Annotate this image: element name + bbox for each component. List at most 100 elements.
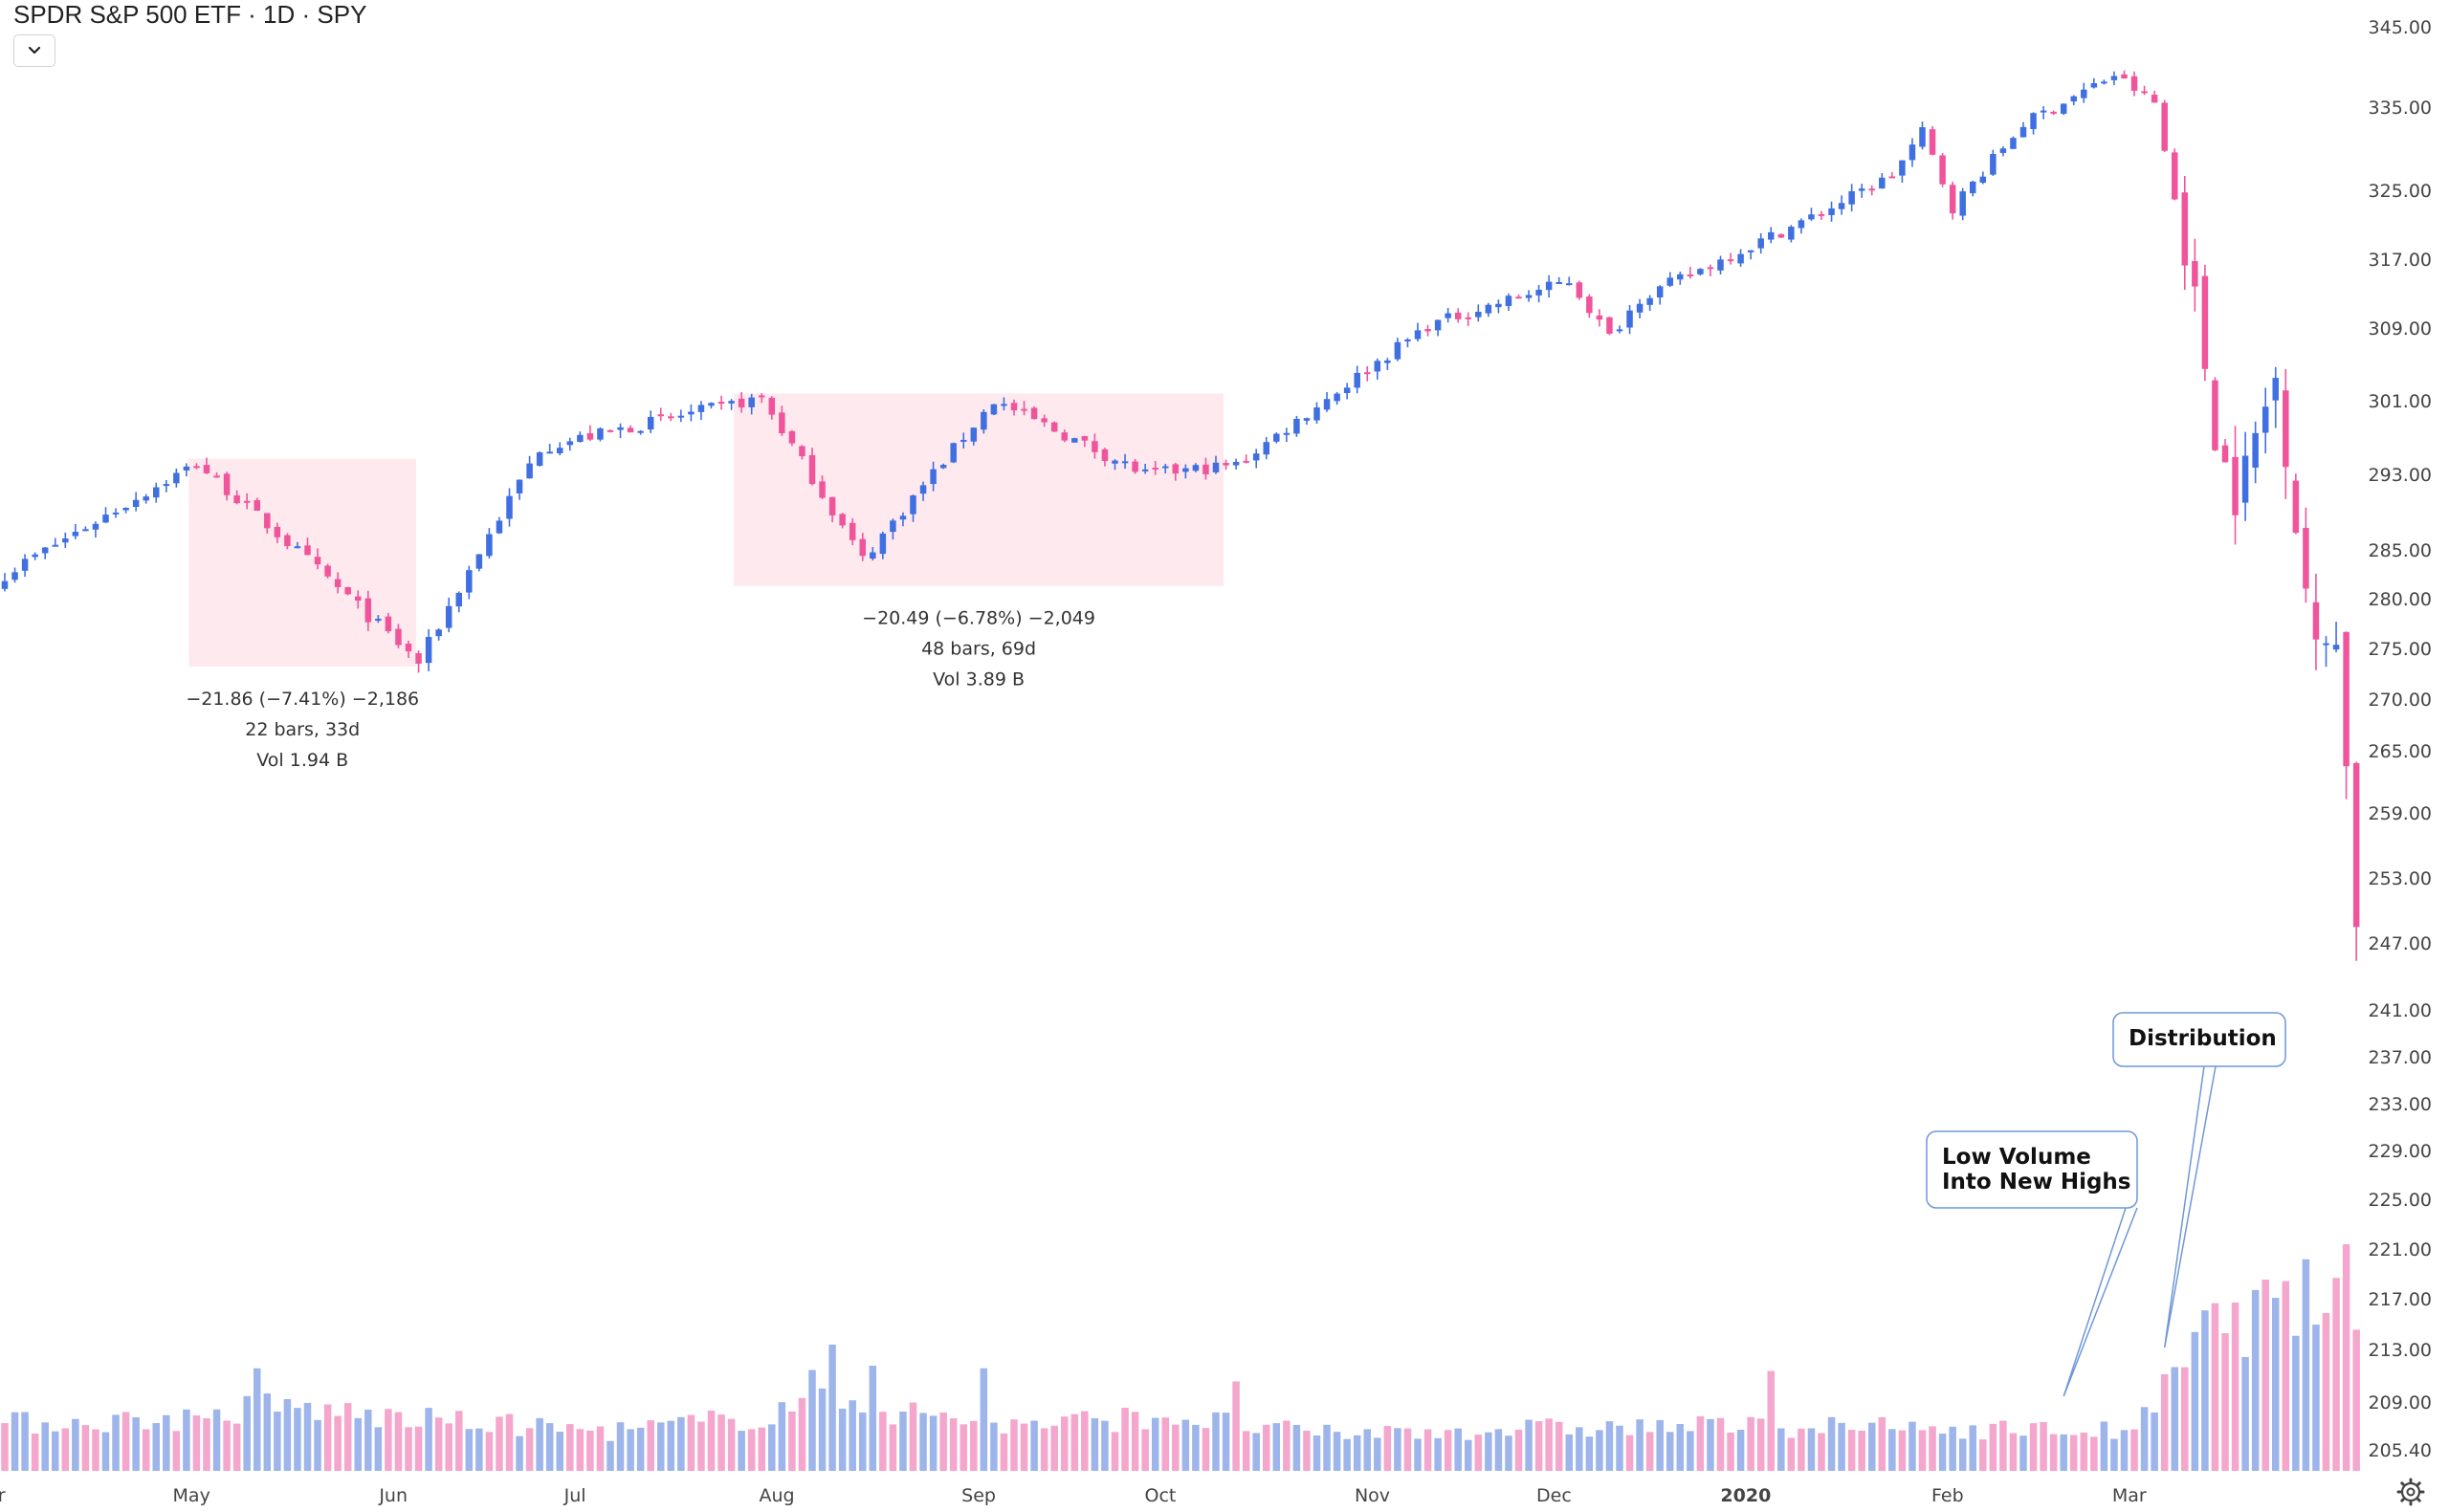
candle [1919,121,1926,150]
volume-bar [11,1412,19,1471]
candle [1192,463,1200,472]
volume-bar [1747,1416,1754,1471]
annotation-pointer [2163,1065,2217,1348]
volume-bar [2241,1356,2249,1471]
candle-body [1768,231,1775,240]
candle [2283,368,2289,499]
volume-bar [1555,1421,1563,1471]
price-tick-label: 213.00 [2369,1340,2432,1361]
candle [1030,405,1038,420]
candle-body [849,522,856,540]
volume-bar [374,1427,383,1471]
candle-body [223,473,231,495]
candle-body [1656,286,1664,298]
candle-body [82,529,89,532]
candle-body [173,472,180,484]
volume-bar [1363,1429,1371,1471]
volume-bar [1141,1429,1149,1471]
candle-body [939,465,947,469]
candle-body [1343,387,1351,394]
candle [62,532,69,548]
volume-bar [1767,1370,1775,1471]
candle [637,429,644,435]
volume-bar [1101,1420,1109,1471]
volume-bar [1252,1433,1260,1471]
candle-body [1243,460,1249,463]
candle [183,463,190,477]
candle [1414,322,1422,342]
candle-body [808,454,816,485]
candle-body [1697,269,1704,274]
volume-bar [1636,1419,1644,1471]
volume-bar [314,1419,321,1471]
candle-body [828,496,836,515]
volume-bar [2181,1367,2189,1471]
candle-body [1596,315,1603,320]
candle-body [466,570,473,593]
measure-label: 48 bars, 69d [921,639,1036,660]
candle [2050,110,2057,116]
candle-body [1232,461,1240,466]
candle-body [143,496,149,501]
candle [1424,324,1431,337]
candle-body [768,397,776,415]
candle-body [2303,527,2309,589]
candle [405,640,412,659]
candle [1606,317,1613,336]
settings-button[interactable] [2390,1476,2432,1508]
volume-bar [1807,1428,1816,1471]
volume-bar [1707,1418,1714,1471]
candle-body [1192,465,1200,471]
candle [1112,459,1118,471]
candle-body [122,507,129,511]
candle [1868,185,1875,196]
candle [930,461,937,492]
candle [1677,272,1684,285]
time-axis[interactable]: Apr May Jun Jul Aug Sep Oct Nov Dec 2020 Feb Mar [0,1485,2147,1506]
candle-body [950,443,957,463]
candle-body [2312,602,2320,640]
volume-bar [274,1412,281,1471]
candle-body [1959,191,1966,216]
candle-body [475,554,483,569]
price-axis[interactable]: 345.00 335.00 325.00 317.00 309.00 301.00 293.… [2363,0,2449,1512]
volume-bar [1565,1434,1573,1471]
candle-body [455,592,462,607]
candle [1243,454,1249,464]
collapse-legend-button[interactable] [13,34,55,67]
price-tick-label: 285.00 [2369,540,2432,561]
candle-body [1515,296,1522,299]
candle [1283,427,1291,443]
volume-bar [2060,1434,2067,1471]
volume-bar [1534,1421,1543,1471]
candle-body [1172,464,1180,474]
candle [173,469,180,488]
candle-body [697,405,705,412]
candle-body [970,427,978,442]
candle-body [1354,372,1360,388]
candle [919,481,927,501]
candle-body [930,469,937,485]
candle-body [899,515,907,520]
volume-bar [657,1422,665,1471]
candle [2010,136,2017,149]
candle [1808,208,1815,221]
volume-bar [1111,1432,1119,1471]
volume-bar [2160,1374,2169,1471]
candle-body [557,448,563,454]
candle-body [1798,220,1805,229]
candle [435,628,442,641]
volume-bar [2171,1367,2178,1471]
candle [2121,70,2128,79]
candle [2312,573,2320,670]
candle [254,497,260,512]
candle-body [919,485,927,494]
candle-body [597,427,604,440]
candle-body [1010,403,1018,411]
candle [284,533,291,550]
volume-bar [343,1403,352,1471]
candle-body [264,513,271,529]
candle [72,523,79,539]
candle-body [1879,177,1886,189]
